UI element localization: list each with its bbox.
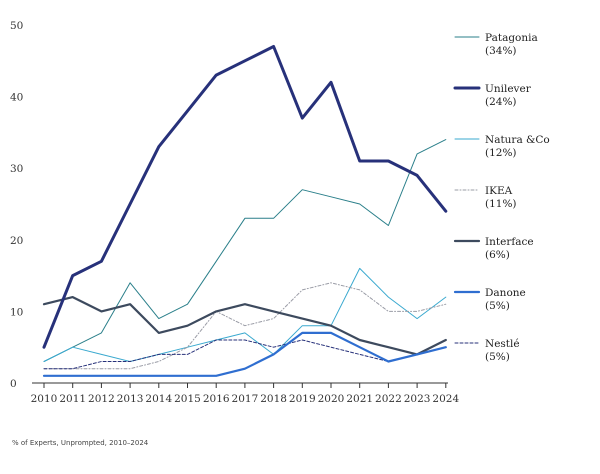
legend-share-danone: (5%): [485, 300, 510, 312]
y-tick-label: 30: [10, 163, 23, 175]
x-tick-label: 2013: [117, 393, 144, 405]
y-tick-label: 10: [10, 306, 23, 318]
x-tick-label: 2022: [375, 393, 402, 405]
series-lines: [42, 45, 448, 377]
legend-share-interface: (6%): [485, 249, 510, 261]
legend-label-unilever: Unilever: [485, 83, 532, 95]
x-tick-label: 2016: [203, 393, 230, 405]
footnote: % of Experts, Unprompted, 2010–2024: [12, 439, 149, 447]
series-line-interface: [42, 296, 447, 356]
y-tick-label: 40: [10, 92, 23, 104]
series-line-unilever: [42, 45, 448, 349]
x-tick-label: 2023: [404, 393, 431, 405]
legend-share-patagonia: (34%): [485, 45, 517, 57]
legend: Patagonia(34%) Unilever(24%) Natura &Co(12…: [453, 32, 550, 363]
y-tick-labels: 0 10 20 30 40 50: [10, 20, 23, 390]
legend-share-nestl: (5%): [485, 351, 510, 363]
legend-share-natura-co: (12%): [485, 147, 517, 159]
y-tick-label: 20: [10, 235, 23, 247]
x-tick-label: 2014: [145, 393, 172, 405]
x-tick-label: 2012: [88, 393, 115, 405]
legend-label-natura-co: Natura &Co: [485, 134, 550, 146]
series-line-patagonia: [43, 139, 447, 362]
x-tick-label: 2021: [346, 393, 373, 405]
x-tick-labels: 2010 2011 2012 2013 2014 2015 2016 2017 2018 2019…: [31, 383, 459, 405]
x-tick-label: 2024: [432, 393, 459, 405]
y-tick-label: 50: [10, 20, 23, 32]
series-line-ikea: [43, 282, 447, 370]
legend-share-unilever: (24%): [485, 96, 517, 108]
legend-share-ikea: (11%): [485, 198, 517, 210]
legend-label-patagonia: Patagonia: [485, 32, 538, 44]
y-tick-label: 0: [10, 378, 17, 390]
x-tick-label: 2011: [59, 393, 86, 405]
x-tick-label: 2015: [174, 393, 201, 405]
legend-label-ikea: IKEA: [485, 185, 513, 197]
series-line-natura-co: [43, 267, 447, 362]
x-tick-label: 2020: [318, 393, 345, 405]
legend-label-interface: Interface: [485, 236, 534, 248]
x-tick-label: 2010: [31, 393, 58, 405]
series-line-danone: [42, 331, 447, 377]
legend-label-danone: Danone: [485, 287, 526, 299]
x-tick-label: 2018: [260, 393, 287, 405]
series-line-nestl: [43, 339, 447, 370]
x-tick-label: 2019: [289, 393, 316, 405]
legend-label-nestl: Nestlé: [485, 338, 520, 350]
x-tick-label: 2017: [232, 393, 259, 405]
